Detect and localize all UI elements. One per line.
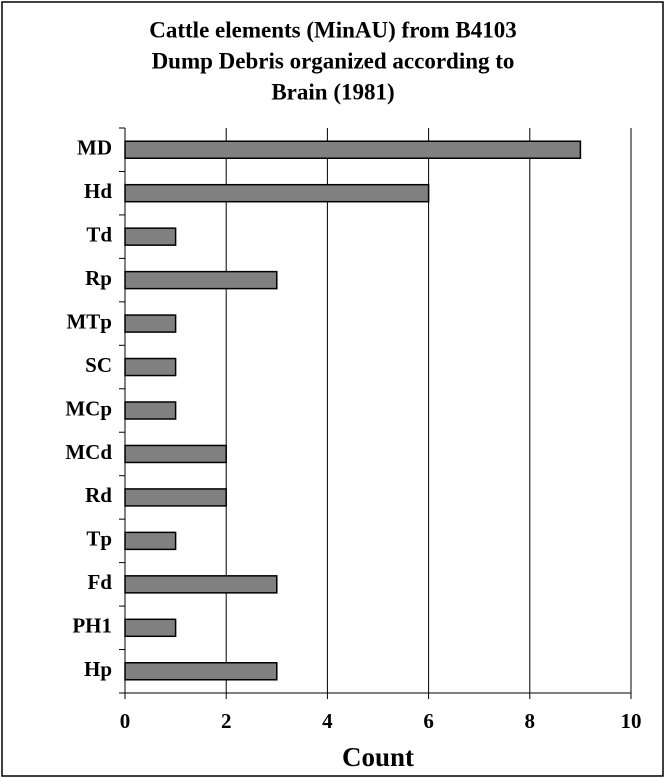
bar [124, 270, 278, 290]
y-tick-label: Fd [87, 570, 112, 594]
y-tick-label: Rd [85, 483, 112, 507]
y-tick-label: MD [77, 136, 112, 160]
y-tick-label: Hd [84, 179, 112, 203]
x-tick-label: 2 [221, 709, 232, 733]
bar [124, 618, 177, 638]
y-tick-label: Hp [84, 657, 112, 681]
bar [124, 357, 177, 377]
y-tick-label: MCp [65, 396, 112, 420]
y-tick-label: SC [85, 353, 112, 377]
bar [124, 488, 227, 507]
bar [124, 401, 177, 420]
y-tick-label: MTp [66, 309, 112, 333]
x-axis-label: Count [342, 742, 414, 772]
x-tick-label: 6 [423, 709, 434, 733]
x-tick-label: 0 [120, 709, 131, 733]
x-tick-label: 4 [322, 709, 333, 733]
y-tick-label: Tp [86, 527, 112, 551]
bar [124, 183, 430, 203]
bar [124, 227, 177, 246]
y-tick-label: MCd [65, 440, 112, 464]
bar [124, 140, 582, 159]
bar [124, 531, 177, 551]
y-tick-label: PH1 [72, 614, 112, 638]
chart-title: Cattle elements (MinAU) from B4103 [149, 17, 516, 42]
chart-title: Brain (1981) [271, 79, 394, 104]
x-tick-label: 10 [621, 709, 642, 733]
bar [124, 314, 177, 333]
bar [124, 444, 227, 464]
chart-title: Dump Debris organized according to [152, 48, 515, 73]
y-tick-label: Rp [85, 266, 112, 290]
bar [124, 662, 278, 681]
bar [124, 575, 278, 594]
y-tick-label: Td [86, 222, 112, 246]
x-tick-label: 8 [525, 709, 536, 733]
